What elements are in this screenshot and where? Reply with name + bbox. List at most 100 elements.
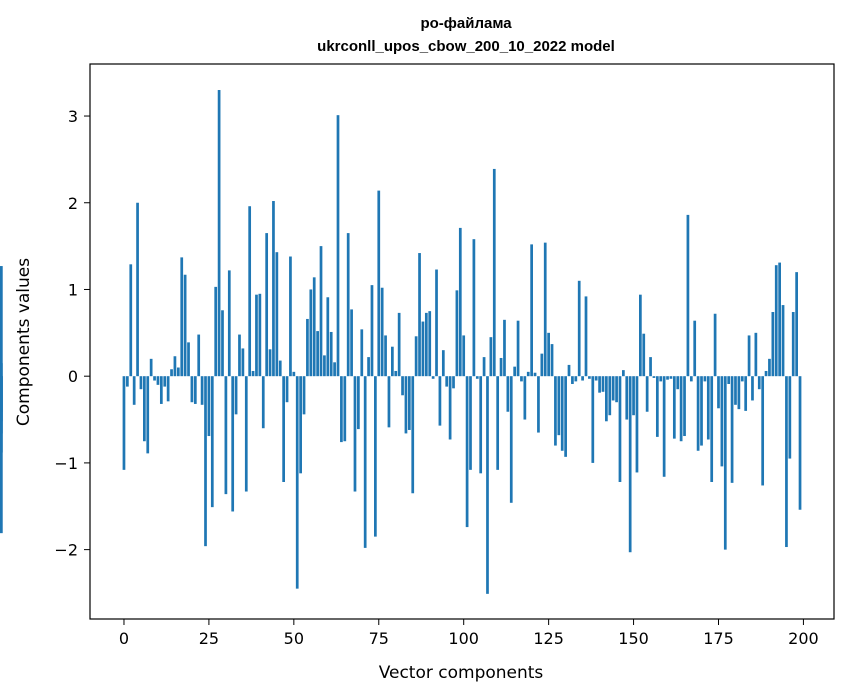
bar-94 <box>441 350 445 377</box>
bar-16 <box>176 367 180 377</box>
bar-45 <box>275 252 279 377</box>
bar-110 <box>496 376 500 470</box>
bar-181 <box>737 376 741 410</box>
bar-76 <box>380 287 384 377</box>
bar-60 <box>326 297 330 377</box>
bar-115 <box>513 366 517 377</box>
bar-108 <box>489 337 493 377</box>
bar-134 <box>577 280 581 377</box>
x-tick-label: 150 <box>618 629 649 648</box>
bar-171 <box>703 376 707 382</box>
bar-33 <box>234 376 238 415</box>
bar-88 <box>421 321 425 377</box>
bar-132 <box>571 376 574 384</box>
bar-4 <box>136 202 139 377</box>
bar-52 <box>299 376 302 474</box>
bar-107 <box>486 376 489 594</box>
bar-1 <box>126 376 129 387</box>
x-tick-label: 0 <box>119 629 129 648</box>
bar-55 <box>309 289 313 377</box>
bar-167 <box>689 376 693 382</box>
bar-174 <box>713 313 717 377</box>
bar-170 <box>700 376 703 446</box>
bar-191 <box>771 312 775 377</box>
bar-103 <box>472 239 476 377</box>
bar-20 <box>190 376 194 403</box>
bar-182 <box>740 376 744 382</box>
bar-194 <box>781 305 785 377</box>
bar-156 <box>652 376 656 378</box>
bar-70 <box>360 329 364 377</box>
bar-9 <box>153 376 156 381</box>
bar-17 <box>180 257 184 377</box>
bar-37 <box>248 206 252 377</box>
bar-67 <box>350 309 353 377</box>
bar-123 <box>540 353 544 377</box>
bar-142 <box>605 376 608 422</box>
x-tick-label: 175 <box>703 629 734 648</box>
x-tick-label: 125 <box>533 629 564 648</box>
bar-198 <box>795 272 798 377</box>
x-tick-label: 200 <box>788 629 819 648</box>
bar-13 <box>166 376 170 402</box>
bar-109 <box>492 168 496 377</box>
y-tick-label: 0 <box>68 367 78 386</box>
bar-19 <box>187 342 190 377</box>
bar-63 <box>336 115 340 377</box>
bar-173 <box>710 376 714 482</box>
bar-169 <box>696 376 700 451</box>
bar-179 <box>730 376 734 483</box>
chart-title-line-2: ukrconll_upos_cbow_200_10_2022 model <box>317 38 615 55</box>
bar-196 <box>788 376 792 459</box>
x-tick-label: 25 <box>199 629 219 648</box>
bar-42 <box>265 233 269 377</box>
y-tick-label: 2 <box>68 194 78 213</box>
bar-0 <box>122 376 126 470</box>
bar-62 <box>333 362 336 377</box>
bar-14 <box>170 369 173 377</box>
bar-8 <box>149 358 153 377</box>
bar-5 <box>139 376 143 390</box>
bar-95 <box>445 376 449 387</box>
bar-116 <box>516 320 520 377</box>
plot-frame <box>89 63 835 620</box>
bar-153 <box>642 333 646 377</box>
bar-71 <box>363 376 367 548</box>
bar-47 <box>282 376 285 482</box>
bar-3 <box>132 376 136 405</box>
bar-96 <box>448 376 452 440</box>
bar-184 <box>747 335 751 377</box>
y-tick-label: −2 <box>54 541 78 560</box>
bar-26 <box>210 376 214 508</box>
y-tick-label: 1 <box>68 280 78 299</box>
bar-22 <box>197 334 201 377</box>
bar-129 <box>560 376 564 451</box>
bar-136 <box>584 296 588 377</box>
bar-27 <box>214 286 218 377</box>
bar-113 <box>506 376 510 412</box>
bar-197 <box>791 312 795 377</box>
bar-32 <box>231 376 235 512</box>
bar-39 <box>255 294 258 377</box>
bar-122 <box>537 376 540 433</box>
bar-43 <box>268 349 272 377</box>
bar-58 <box>319 246 323 377</box>
bar-144 <box>611 376 615 401</box>
bar-72 <box>367 357 370 377</box>
bar-93 <box>438 376 442 426</box>
bar-130 <box>564 376 567 457</box>
bar-69 <box>357 376 360 430</box>
bar-84 <box>407 376 411 430</box>
bar-148 <box>625 376 629 420</box>
bar-192 <box>774 265 778 377</box>
bar-199 <box>798 376 802 510</box>
bar-176 <box>720 376 724 467</box>
bar-180 <box>734 376 737 405</box>
bar-187 <box>757 376 761 390</box>
bar-162 <box>672 376 676 439</box>
bar-11 <box>159 376 163 404</box>
bar-79 <box>391 346 394 377</box>
bar-18 <box>183 274 187 377</box>
x-tick-label: 75 <box>369 629 389 648</box>
bar-155 <box>649 357 652 377</box>
